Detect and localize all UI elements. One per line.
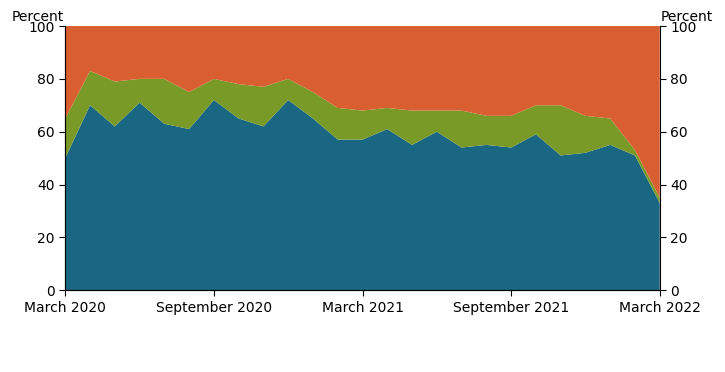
Text: Percent: Percent xyxy=(12,10,64,24)
Text: Percent: Percent xyxy=(661,10,713,24)
Legend: Age 25–54, Age 55–64, Age 65+: Age 25–54, Age 55–64, Age 65+ xyxy=(191,371,534,372)
